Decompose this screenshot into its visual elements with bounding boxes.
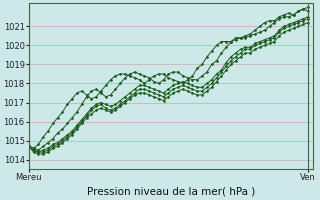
X-axis label: Pression niveau de la mer( hPa ): Pression niveau de la mer( hPa ) xyxy=(87,187,255,197)
